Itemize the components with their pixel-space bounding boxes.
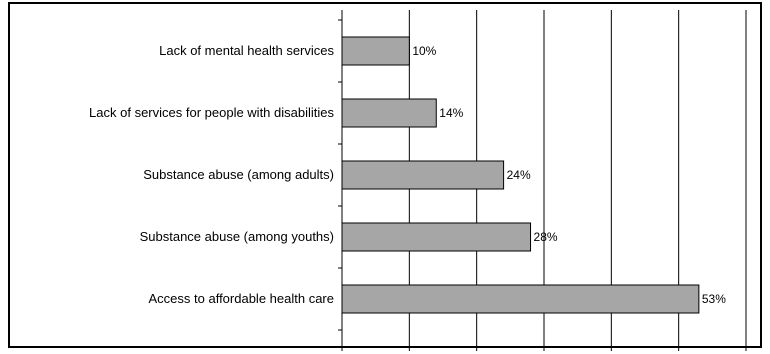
data-label-2: 24%: [507, 168, 531, 182]
category-label-3: Substance abuse (among youths): [140, 229, 334, 244]
data-label-0: 10%: [412, 44, 436, 58]
bar-0: [341, 36, 410, 66]
category-label-2: Substance abuse (among adults): [143, 167, 334, 182]
bar-3: [341, 222, 532, 252]
bar-2: [341, 160, 505, 190]
bars: [341, 36, 700, 314]
labels: Lack of mental health services 10% Lack of…: [89, 43, 726, 306]
category-label-0: Lack of mental health services: [159, 43, 334, 58]
data-label-4: 53%: [702, 292, 726, 306]
bar-1: [341, 98, 437, 128]
category-label-1: Lack of services for people with disabil…: [89, 105, 334, 120]
data-label-3: 28%: [534, 230, 558, 244]
bar-4: [341, 284, 700, 314]
data-label-1: 14%: [439, 106, 463, 120]
category-label-4: Access to affordable health care: [149, 291, 335, 306]
